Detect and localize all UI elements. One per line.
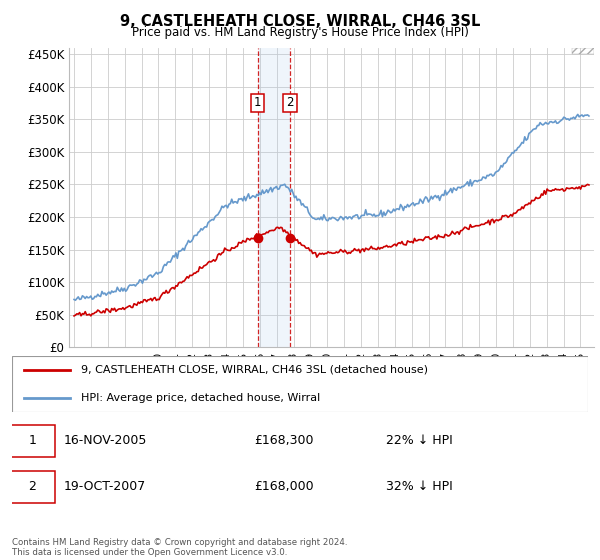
Text: 1: 1	[254, 96, 262, 109]
Text: 16-NOV-2005: 16-NOV-2005	[64, 434, 147, 447]
FancyBboxPatch shape	[9, 424, 55, 457]
Text: 9, CASTLEHEATH CLOSE, WIRRAL, CH46 3SL (detached house): 9, CASTLEHEATH CLOSE, WIRRAL, CH46 3SL (…	[81, 365, 428, 375]
Text: 22% ↓ HPI: 22% ↓ HPI	[386, 434, 453, 447]
Text: 1: 1	[28, 434, 36, 447]
Text: 2: 2	[28, 480, 36, 493]
Text: 2: 2	[286, 96, 294, 109]
Text: 32% ↓ HPI: 32% ↓ HPI	[386, 480, 453, 493]
Text: 19-OCT-2007: 19-OCT-2007	[64, 480, 146, 493]
Text: £168,000: £168,000	[254, 480, 314, 493]
Text: HPI: Average price, detached house, Wirral: HPI: Average price, detached house, Wirr…	[81, 393, 320, 403]
Text: Contains HM Land Registry data © Crown copyright and database right 2024.
This d: Contains HM Land Registry data © Crown c…	[12, 538, 347, 557]
Bar	[258, 48, 290, 347]
FancyBboxPatch shape	[9, 471, 55, 503]
FancyBboxPatch shape	[12, 356, 588, 412]
Text: £168,300: £168,300	[254, 434, 313, 447]
Text: 9, CASTLEHEATH CLOSE, WIRRAL, CH46 3SL: 9, CASTLEHEATH CLOSE, WIRRAL, CH46 3SL	[120, 14, 480, 29]
Text: Price paid vs. HM Land Registry's House Price Index (HPI): Price paid vs. HM Land Registry's House …	[131, 26, 469, 39]
